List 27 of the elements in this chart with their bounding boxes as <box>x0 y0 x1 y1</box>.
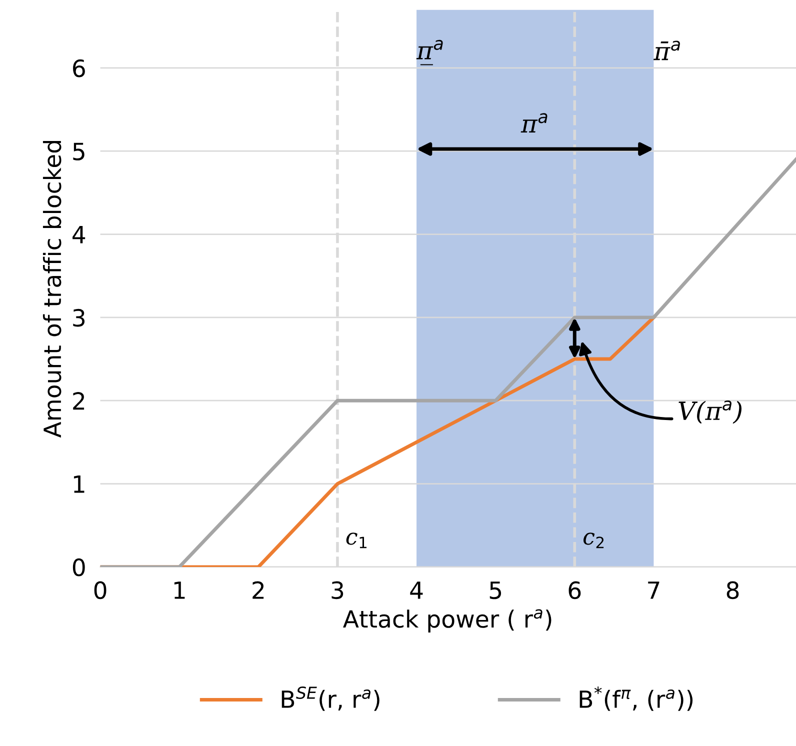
x-tick-label: 5 <box>490 582 502 600</box>
legend-label: B$^{SE}$(r, r$^{a}$) <box>282 686 380 711</box>
x-tick-label: 2 <box>252 581 264 599</box>
y-tick-label: 2 <box>73 392 84 410</box>
x-tick-label: 3 <box>332 581 344 600</box>
y-tick-label: 3 <box>73 308 85 327</box>
legend-label: B$^{*}$(f$^{π}$, (r$^{a}$)) <box>580 686 693 711</box>
y-tick-label: 5 <box>73 142 84 160</box>
x-tick-label: 7 <box>648 582 660 599</box>
x-axis-title: Attack power ( r$^{a}$) <box>343 609 552 632</box>
y-tick-label: 0 <box>72 558 85 576</box>
y-tick-label: 1 <box>74 476 84 493</box>
ref-line-label: c$_{2}$ <box>583 532 604 548</box>
y-axis-title: Amount of traffic blocked <box>42 140 62 438</box>
y-tick-label: 4 <box>72 226 86 244</box>
annotation: π̲$^{a}$ <box>416 40 443 66</box>
line-series <box>100 158 796 567</box>
x-tick-label: 4 <box>410 582 423 599</box>
x-tick-label: 6 <box>568 581 581 600</box>
x-tick-label: 1 <box>174 582 185 599</box>
ref-line-label: c$_{1}$ <box>346 532 366 548</box>
annotation: π̄$^{a}$ <box>653 40 680 60</box>
annotation: V(π$^{a}$) <box>678 400 742 424</box>
band-label: π$^{a}$ <box>520 113 548 133</box>
x-tick-label: 0 <box>94 581 106 600</box>
x-tick-label: 8 <box>726 581 739 600</box>
y-tick-label: 6 <box>73 59 85 78</box>
